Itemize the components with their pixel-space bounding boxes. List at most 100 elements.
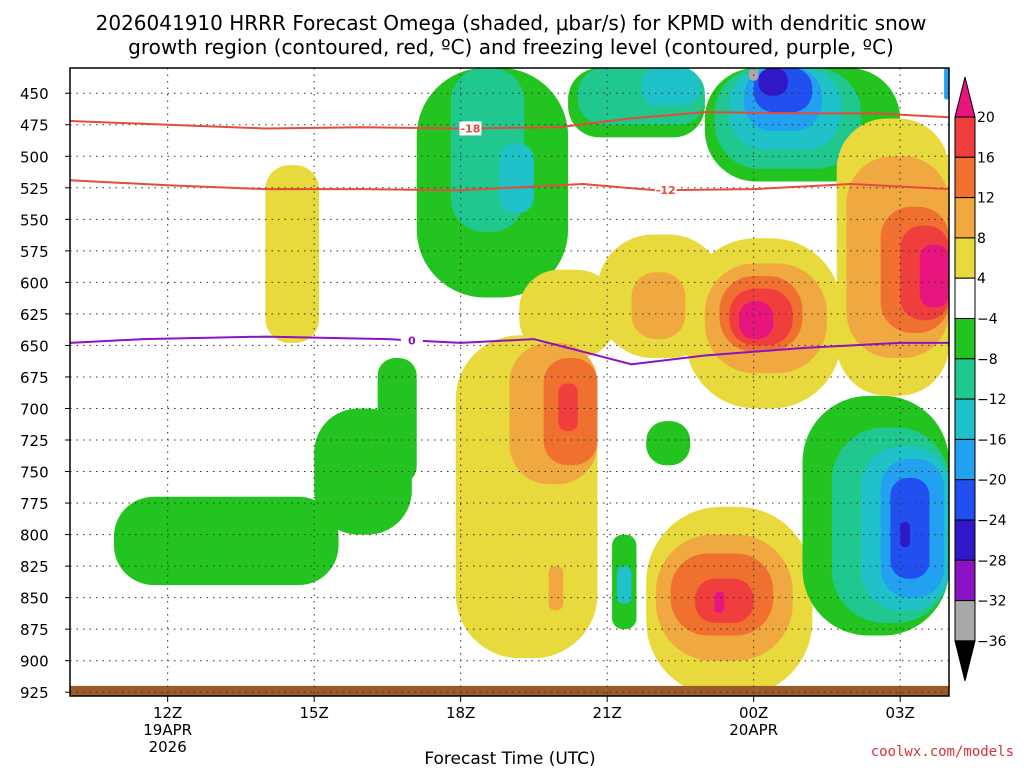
- x-tick-sublabel: 19APR: [143, 721, 192, 739]
- y-tick-label: 775: [20, 495, 49, 513]
- omega-cell: [616, 566, 632, 604]
- y-tick-label: 825: [20, 558, 49, 576]
- colorbar-label: −20: [977, 473, 1007, 489]
- omega-cell: [748, 68, 759, 81]
- colorbar-label: −12: [977, 392, 1007, 408]
- omega-cell: [113, 496, 339, 586]
- colorbar-segment: [954, 116, 976, 158]
- colorbar-bottom-arrow: [954, 640, 976, 682]
- colorbar-label: −4: [977, 312, 998, 328]
- x-tick-label: 00Z: [739, 704, 768, 722]
- dgz-minus12-line: [69, 179, 950, 192]
- colorbar-label: 12: [977, 191, 995, 207]
- y-tick-label: 850: [20, 590, 49, 608]
- omega-cell: [739, 301, 774, 340]
- x-tick-label: 12Z: [153, 704, 182, 722]
- colorbar-label: −16: [977, 432, 1007, 448]
- colorbar-segment: [954, 197, 976, 239]
- y-axis: 450 475 500 525 550 575 600 625 650 675 700 725 750 7…: [20, 85, 70, 702]
- omega-cell: [499, 143, 534, 214]
- colorbar-segment: [954, 479, 976, 521]
- y-tick-label: 700: [20, 400, 49, 418]
- colorbar-top-arrow: [954, 76, 976, 118]
- x-tick-label: 15Z: [299, 704, 328, 722]
- omega-cell: [548, 566, 564, 611]
- chart-title-line2: growth region (contoured, red, ºC) and f…: [128, 35, 894, 59]
- y-tick-label: 650: [20, 337, 49, 355]
- colorbar-segment: [954, 559, 976, 602]
- credit-text: coolwx.com/models: [871, 744, 1014, 760]
- colorbar-segment: [954, 398, 976, 440]
- colorbar-segment: [954, 519, 976, 561]
- dgz-minus12-label: -12: [656, 184, 676, 197]
- omega-cell: [265, 165, 320, 343]
- chart-title-line1: 2026041910 HRRR Forecast Omega (shaded, …: [96, 11, 927, 35]
- dgz-minus12-label-bg: [654, 183, 677, 198]
- omega-cell: [919, 244, 949, 308]
- ground-level: [70, 685, 949, 696]
- x-tick-label: 03Z: [885, 704, 914, 722]
- colorbar-segment: [954, 358, 976, 400]
- y-tick-label: 550: [20, 211, 49, 229]
- y-tick-label: 450: [20, 85, 49, 103]
- y-tick-label: 800: [20, 527, 49, 545]
- freezing-level-line: [69, 335, 949, 366]
- omega-cell: [558, 383, 578, 432]
- colorbar-label: −36: [977, 634, 1007, 650]
- y-tick-label: 475: [20, 117, 49, 135]
- colorbar-label: 20: [977, 110, 995, 126]
- y-tick-label: 925: [20, 684, 49, 702]
- y-tick-label: 625: [20, 306, 49, 324]
- x-axis-title: Forecast Time (UTC): [424, 749, 595, 768]
- dgz-minus18-label: -18: [460, 122, 480, 135]
- x-tick-label: 18Z: [446, 704, 475, 722]
- colorbar-segment: [954, 438, 976, 481]
- x-tick-sublabel: 2026: [149, 738, 187, 756]
- colorbar-segment: [954, 600, 976, 642]
- y-tick-label: 725: [20, 432, 49, 450]
- y-tick-label: 750: [20, 464, 49, 482]
- colorbar-segment: [954, 156, 976, 199]
- colorbar-label: 8: [977, 231, 986, 247]
- colorbar-segment: [954, 237, 976, 279]
- omega-cell: [631, 272, 686, 340]
- dgz-minus18-line: [69, 111, 950, 130]
- colorbar-label: 16: [977, 150, 995, 166]
- colorbar-label: −8: [977, 352, 998, 368]
- y-tick-label: 500: [20, 148, 49, 166]
- contour-lines: -18 -12 0: [69, 111, 950, 366]
- omega-cell: [758, 68, 788, 96]
- x-tick-label: 21Z: [592, 704, 621, 722]
- omega-cell: [519, 269, 617, 359]
- omega-cell: [641, 68, 700, 106]
- colorbar-label: 4: [977, 271, 986, 287]
- grid-lines: [70, 68, 949, 696]
- colorbar-label: −24: [977, 513, 1007, 529]
- colorbar: 20 16 12 8 4 −4 −8 −12 −16 −20 −24 −28 −32 −36: [954, 76, 1007, 682]
- colorbar-label: −32: [977, 594, 1007, 610]
- y-tick-label: 675: [20, 369, 49, 387]
- omega-shading: [113, 68, 949, 696]
- y-tick-label: 875: [20, 621, 49, 639]
- y-tick-label: 575: [20, 243, 49, 261]
- omega-cell: [646, 421, 691, 466]
- y-tick-label: 900: [20, 653, 49, 671]
- freezing-level-label-bg: [400, 333, 423, 348]
- dgz-minus18-label-bg: [459, 121, 482, 136]
- omega-cell: [714, 591, 725, 613]
- freezing-level-label: 0: [408, 334, 416, 347]
- y-tick-label: 600: [20, 274, 49, 292]
- ground-strip: [70, 685, 949, 696]
- omega-cell: [944, 68, 949, 100]
- colorbar-segment: [954, 318, 976, 360]
- omega-cell: [377, 358, 417, 485]
- x-tick-sublabel: 20APR: [729, 721, 778, 739]
- colorbar-segment: [954, 277, 976, 320]
- colorbar-label: −28: [977, 553, 1007, 569]
- omega-cell: [900, 521, 910, 548]
- plot-frame: [69, 67, 950, 697]
- y-tick-label: 525: [20, 180, 49, 198]
- plot-border: [69, 67, 950, 697]
